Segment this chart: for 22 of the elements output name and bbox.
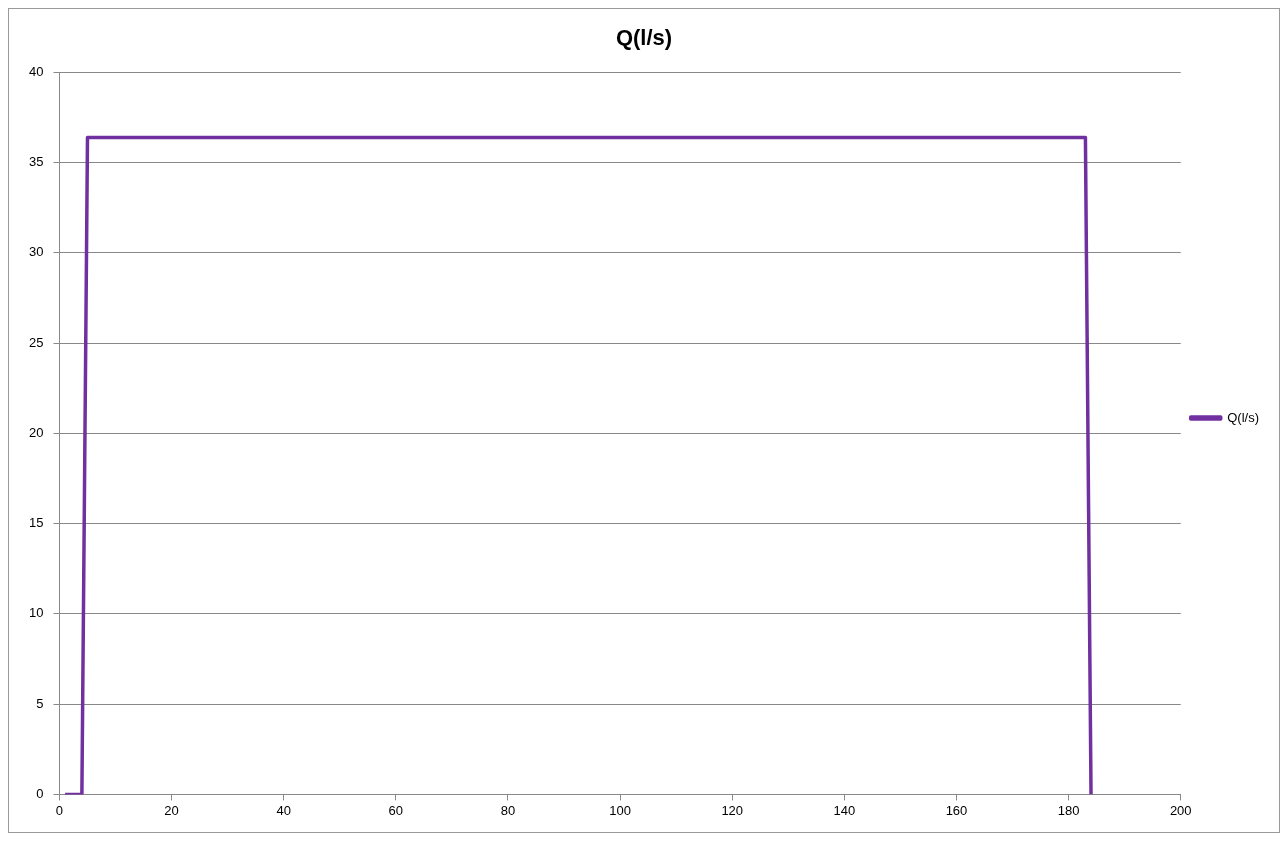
y-tick-label: 35 [28,154,44,170]
x-tick-label: 120 [721,802,744,818]
y-tick-label: 0 [36,785,44,801]
y-tick-label: 5 [36,695,44,711]
x-tick-label: 80 [500,802,516,818]
y-tick-label: 20 [28,424,44,440]
y-tick-label: 30 [28,244,44,260]
x-tick-label: 180 [1057,802,1080,818]
y-tick-label: 10 [28,605,44,621]
x-tick-label: 100 [609,802,631,818]
x-tick-label: 60 [388,802,404,818]
legend-label: Q(l/s) [1227,409,1260,425]
y-tick-label: 40 [28,63,44,79]
x-tick-label: 0 [55,802,64,818]
chart-title: Q(l/s) [615,25,673,51]
x-tick-label: 40 [276,802,291,818]
y-tick-label: 25 [28,334,44,350]
x-tick-label: 140 [833,802,856,818]
x-tick-label: 160 [945,802,968,818]
x-tick-label: 200 [1169,802,1192,818]
y-tick-label: 15 [28,515,44,531]
x-tick-label: 20 [164,802,179,818]
